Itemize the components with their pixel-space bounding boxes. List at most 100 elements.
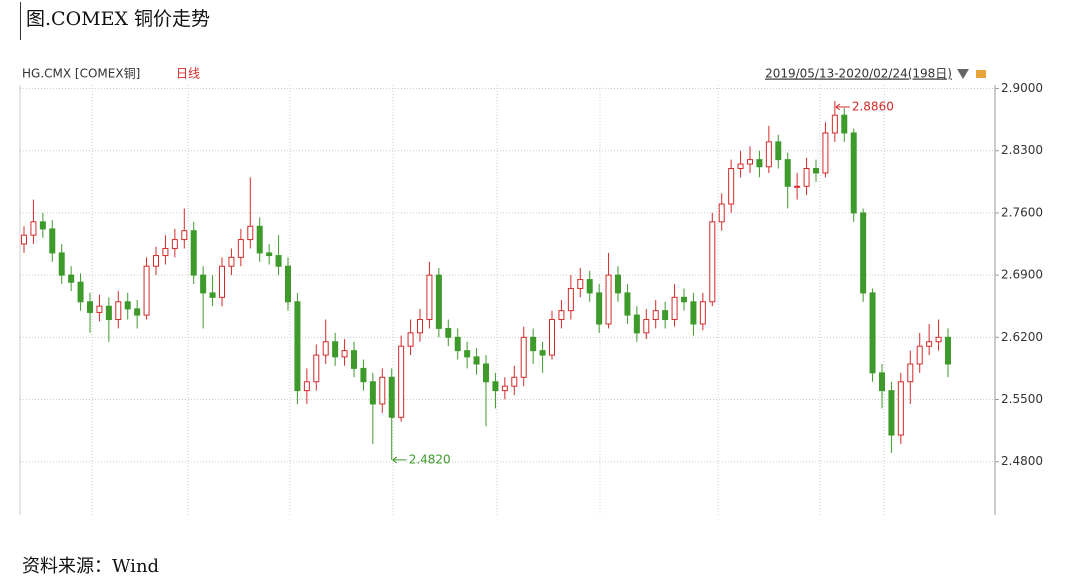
candle-body xyxy=(511,376,518,387)
candle-body xyxy=(897,381,904,436)
candle-body xyxy=(756,159,763,168)
y-tick-label: 2.5500 xyxy=(1001,392,1043,406)
candle-body xyxy=(662,310,669,321)
candle-body xyxy=(558,310,565,321)
candle-body xyxy=(652,310,659,321)
candle-body xyxy=(681,296,687,303)
candle-body xyxy=(351,350,357,369)
candle-body xyxy=(586,279,593,294)
candle-body xyxy=(841,114,848,134)
candle-body xyxy=(171,239,178,249)
candle-body xyxy=(209,292,216,298)
date-range: 2019/05/13-2020/02/24(198日) xyxy=(765,67,952,81)
candle-body xyxy=(341,350,348,358)
candle-body xyxy=(633,314,640,334)
candle-body xyxy=(464,350,471,358)
candle-body xyxy=(96,305,103,313)
candle-body xyxy=(247,225,254,241)
candle-body xyxy=(784,159,791,187)
candle-body xyxy=(275,255,282,267)
candle-body xyxy=(379,376,386,405)
candle-body xyxy=(879,372,885,392)
candle-body xyxy=(143,265,150,316)
candle-body xyxy=(237,239,244,258)
candle-body xyxy=(294,301,301,392)
candle-body xyxy=(407,332,414,347)
date-grid xyxy=(91,85,885,515)
candle-body xyxy=(709,221,716,303)
candle-body xyxy=(426,274,433,321)
candle-body xyxy=(596,292,603,325)
candle-body xyxy=(115,301,122,321)
candle-body xyxy=(907,363,914,383)
candle-body xyxy=(501,385,508,392)
candle-body xyxy=(718,203,725,223)
candle-body xyxy=(285,265,291,303)
candle-body xyxy=(671,296,678,321)
candle-body xyxy=(153,255,159,267)
y-tick-label: 2.6900 xyxy=(1001,268,1043,282)
candle-body xyxy=(624,292,631,316)
candle-body xyxy=(398,345,405,418)
source-note: 资料来源：Wind xyxy=(22,556,160,577)
candle-body xyxy=(39,221,46,230)
candle-body xyxy=(850,132,857,214)
candle-body xyxy=(87,301,93,313)
candle-body xyxy=(549,319,555,356)
candle-body xyxy=(219,265,225,298)
candle-body xyxy=(577,279,584,289)
candle-body xyxy=(935,336,942,343)
candle-body xyxy=(303,381,310,392)
candle-body xyxy=(454,336,461,352)
annotation-arrow xyxy=(392,456,407,464)
dropdown-icon[interactable] xyxy=(957,69,969,79)
period: 日线 xyxy=(176,67,200,81)
symbol: HG.CMX [COMEX铜] xyxy=(22,66,140,81)
candle-body xyxy=(388,376,395,418)
candle-body xyxy=(266,252,273,257)
lock-icon[interactable] xyxy=(976,70,986,78)
candle-body xyxy=(605,274,612,325)
candle-body xyxy=(228,256,235,267)
candle-body xyxy=(58,252,65,276)
candle-body xyxy=(539,350,546,356)
y-tick-label: 2.6200 xyxy=(1001,330,1043,344)
candle-body xyxy=(445,327,452,338)
candle-body xyxy=(483,363,489,383)
candle-body xyxy=(49,228,56,254)
candle-body xyxy=(435,274,442,329)
candle-body xyxy=(369,381,376,405)
candle-body xyxy=(68,274,75,283)
annotation-label: 2.8860 xyxy=(852,99,894,113)
candle-body xyxy=(747,159,753,165)
y-tick-label: 2.9000 xyxy=(1001,81,1043,95)
candle-body xyxy=(813,168,819,174)
candle-body xyxy=(794,185,801,188)
candle-body xyxy=(643,319,650,334)
candle-body xyxy=(105,305,112,321)
candle-body xyxy=(332,341,339,358)
annotation-label: 2.4820 xyxy=(409,452,451,466)
candle-body xyxy=(492,381,499,392)
candle-body xyxy=(77,281,84,303)
candle-body xyxy=(417,319,423,334)
candle-body xyxy=(200,274,207,294)
candle-body xyxy=(615,274,621,294)
y-tick-label: 2.8300 xyxy=(1001,143,1043,157)
candle-body xyxy=(775,141,782,161)
candle-body xyxy=(822,132,829,174)
candle-body xyxy=(765,141,772,168)
candle-body xyxy=(21,234,27,245)
candle-body xyxy=(888,390,895,436)
candle-body xyxy=(124,301,131,310)
candle-body xyxy=(737,163,744,170)
candle-body xyxy=(313,354,320,383)
candle-body xyxy=(360,367,367,383)
candle-body xyxy=(162,247,169,257)
candle-body xyxy=(520,336,527,378)
candle-body xyxy=(916,345,923,365)
candle-body xyxy=(530,336,537,352)
y-tick-label: 2.4800 xyxy=(1001,454,1043,468)
candle-body xyxy=(831,114,838,134)
candle-body xyxy=(256,225,263,254)
